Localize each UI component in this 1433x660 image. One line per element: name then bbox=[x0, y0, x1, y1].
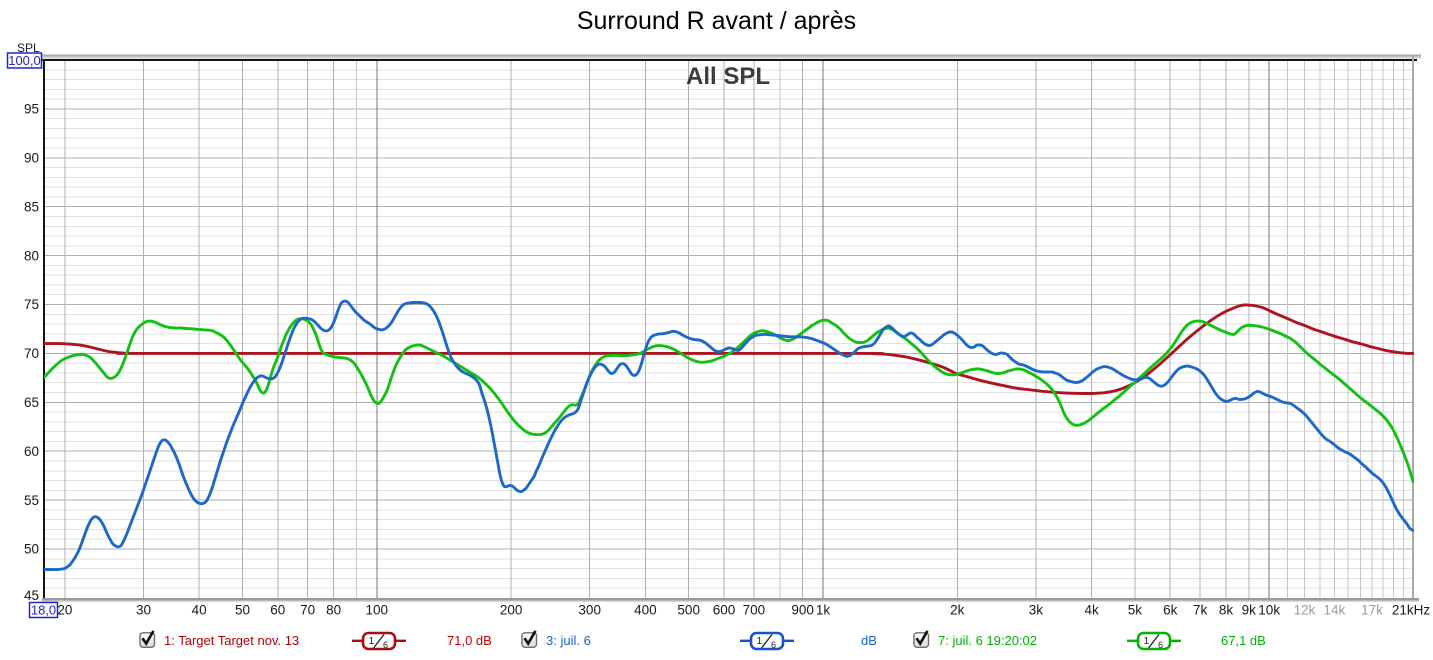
svg-text:9k: 9k bbox=[1242, 603, 1257, 618]
svg-text:300: 300 bbox=[578, 603, 601, 618]
svg-text:500: 500 bbox=[677, 603, 700, 618]
svg-text:14k: 14k bbox=[1324, 603, 1346, 618]
svg-text:95: 95 bbox=[24, 102, 39, 117]
svg-text:1k: 1k bbox=[816, 603, 831, 618]
svg-text:67,1 dB: 67,1 dB bbox=[1221, 633, 1266, 648]
svg-text:6k: 6k bbox=[1163, 603, 1178, 618]
svg-text:600: 600 bbox=[713, 603, 736, 618]
svg-text:200: 200 bbox=[500, 603, 523, 618]
svg-text:12k: 12k bbox=[1294, 603, 1316, 618]
svg-text:1: 1 bbox=[757, 635, 763, 647]
svg-text:6: 6 bbox=[383, 640, 388, 650]
svg-text:71,0 dB: 71,0 dB bbox=[447, 633, 492, 648]
svg-text:3: juil. 6: 3: juil. 6 bbox=[546, 633, 591, 648]
svg-text:1: 1 bbox=[1144, 635, 1150, 647]
svg-text:100,0: 100,0 bbox=[8, 53, 41, 68]
svg-text:5k: 5k bbox=[1128, 603, 1143, 618]
svg-text:6: 6 bbox=[771, 640, 776, 650]
svg-text:90: 90 bbox=[24, 151, 39, 166]
svg-text:55: 55 bbox=[24, 493, 39, 508]
svg-text:60: 60 bbox=[270, 603, 285, 618]
svg-text:70: 70 bbox=[300, 603, 315, 618]
svg-text:60: 60 bbox=[24, 444, 39, 459]
svg-text:400: 400 bbox=[634, 603, 657, 618]
svg-text:900: 900 bbox=[791, 603, 814, 618]
svg-text:7: juil. 6 19:20:02: 7: juil. 6 19:20:02 bbox=[938, 633, 1037, 648]
svg-text:50: 50 bbox=[24, 542, 39, 557]
svg-text:7k: 7k bbox=[1193, 603, 1208, 618]
svg-text:50: 50 bbox=[235, 603, 250, 618]
svg-text:Surround R avant / après: Surround R avant / après bbox=[577, 7, 856, 35]
svg-text:700: 700 bbox=[743, 603, 766, 618]
svg-text:65: 65 bbox=[24, 395, 39, 410]
svg-text:18,0: 18,0 bbox=[31, 603, 56, 618]
svg-text:85: 85 bbox=[24, 199, 39, 214]
svg-text:4k: 4k bbox=[1084, 603, 1099, 618]
svg-text:20: 20 bbox=[57, 603, 72, 618]
svg-text:75: 75 bbox=[24, 297, 39, 312]
svg-text:SPL: SPL bbox=[17, 41, 40, 55]
svg-text:17k: 17k bbox=[1361, 603, 1383, 618]
svg-text:80: 80 bbox=[24, 248, 39, 263]
svg-text:21kHz: 21kHz bbox=[1392, 603, 1431, 618]
svg-text:70: 70 bbox=[24, 346, 39, 361]
svg-text:10k: 10k bbox=[1258, 603, 1280, 618]
svg-text:2k: 2k bbox=[950, 603, 965, 618]
svg-text:1: Target Target nov. 13: 1: Target Target nov. 13 bbox=[164, 633, 299, 648]
svg-text:45: 45 bbox=[24, 588, 39, 603]
svg-text:100: 100 bbox=[366, 603, 389, 618]
svg-text:40: 40 bbox=[192, 603, 207, 618]
svg-text:6: 6 bbox=[1158, 640, 1163, 650]
svg-text:1: 1 bbox=[369, 635, 375, 647]
svg-text:80: 80 bbox=[326, 603, 341, 618]
svg-text:dB: dB bbox=[861, 633, 877, 648]
svg-text:3k: 3k bbox=[1029, 603, 1044, 618]
svg-text:All SPL: All SPL bbox=[686, 63, 770, 90]
svg-text:30: 30 bbox=[136, 603, 151, 618]
svg-text:8k: 8k bbox=[1219, 603, 1234, 618]
